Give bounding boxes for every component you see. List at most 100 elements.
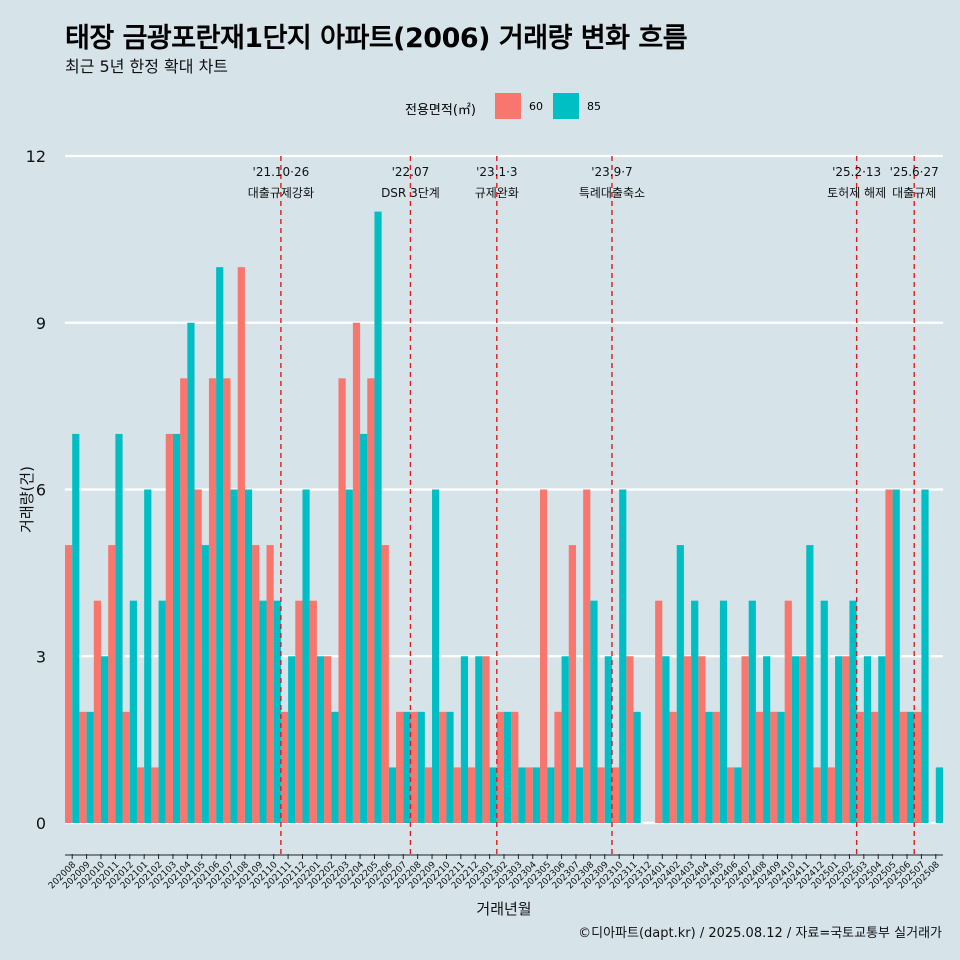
y-tick-label-12: 12	[26, 147, 46, 166]
event-label-0: 대출규제강화	[248, 186, 314, 200]
bar-60-202111	[280, 711, 289, 823]
event-label-3: 특례대출축소	[579, 186, 645, 200]
bar-85-202307	[575, 767, 584, 823]
event-date-1: '22.07	[392, 165, 430, 179]
bar-85-202404	[705, 711, 713, 823]
bar-85-202211	[460, 656, 469, 823]
bar-85-202406	[734, 767, 742, 823]
event-label-1: DSR 3단계	[381, 186, 440, 200]
y-tick-label-9: 9	[36, 314, 46, 333]
bar-85-202209	[432, 489, 440, 823]
bar-85-202110	[273, 600, 281, 823]
legend-title: 전용면적(㎡)	[405, 103, 476, 118]
bar-60-202310	[611, 767, 620, 823]
bar-60-202206	[381, 545, 389, 823]
bar-60-202302	[496, 711, 504, 823]
bar-60-202403	[683, 656, 692, 823]
bar-60-202104	[180, 378, 188, 823]
bar-85-202410	[791, 656, 800, 823]
bar-60-202208	[410, 711, 418, 823]
legend-swatch-60	[495, 93, 521, 119]
bar-85-202412	[820, 600, 828, 823]
bar-85-202409	[777, 711, 785, 823]
bar-85-202102	[158, 600, 166, 823]
bar-85-202112	[302, 489, 310, 823]
bar-60-202110	[266, 545, 274, 823]
bar-60-202011	[108, 545, 116, 823]
bar-85-202207	[403, 711, 411, 823]
legend-label-60: 60	[529, 100, 543, 113]
event-label-2: 규제완화	[475, 186, 519, 200]
bar-60-202205	[367, 378, 375, 823]
source-caption: ©디아파트(dapt.kr) / 2025.08.12 / 자료=국토교통부 실…	[578, 926, 942, 941]
event-date-3: '23.9·7	[591, 165, 632, 179]
bar-60-202207	[396, 711, 404, 823]
bar-85-202101	[144, 489, 152, 823]
bar-85-202206	[388, 767, 397, 823]
x-axis-title: 거래년월	[476, 900, 531, 918]
bar-85-202405	[719, 600, 728, 823]
bar-60-202501	[827, 767, 836, 823]
bar-60-202402	[669, 711, 677, 823]
bar-85-202303	[518, 767, 526, 823]
bar-85-202411	[806, 545, 814, 823]
bar-85-202108	[244, 489, 253, 823]
bar-60-202507	[914, 711, 922, 823]
event-label-5: 대출규제	[892, 186, 936, 200]
bar-85-202111	[288, 656, 296, 823]
legend-swatch-85	[553, 93, 579, 119]
bar-60-202503	[856, 711, 864, 823]
bar-85-202305	[547, 767, 555, 823]
bar-85-202402	[676, 545, 684, 823]
bar-60-202410	[784, 600, 792, 823]
bar-85-202201	[316, 656, 325, 823]
bar-85-202012	[129, 600, 137, 823]
bar-85-202103	[172, 433, 181, 823]
bar-60-202103	[165, 433, 173, 823]
y-tick-label-3: 3	[36, 647, 46, 666]
bar-85-202308	[590, 600, 598, 823]
event-date-5: '25.6·27	[890, 165, 939, 179]
bar-60-202502	[842, 656, 850, 823]
bar-60-202401	[655, 600, 663, 823]
bar-85-202508	[935, 767, 943, 823]
bar-85-202008	[72, 433, 80, 823]
bar-60-202504	[871, 711, 879, 823]
bar-85-202204	[360, 433, 368, 823]
bar-60-202406	[727, 767, 735, 823]
event-date-2: '23.1·3	[476, 165, 517, 179]
bar-60-202108	[237, 267, 245, 824]
bar-60-202102	[151, 767, 159, 823]
bar-60-202010	[93, 600, 101, 823]
bar-60-202101	[136, 767, 145, 823]
bar-60-202210	[439, 711, 447, 823]
bar-85-202301	[489, 767, 497, 823]
bar-85-202106	[216, 267, 224, 824]
bar-85-202107	[230, 489, 238, 823]
bar-60-202308	[583, 489, 591, 823]
bar-85-202011	[115, 433, 123, 823]
bar-60-202306	[554, 711, 562, 823]
legend: 전용면적(㎡) 60 85	[0, 93, 960, 121]
bar-60-202405	[712, 711, 720, 823]
bar-60-202106	[208, 378, 217, 823]
bar-85-202310	[619, 489, 627, 823]
bar-60-202009	[79, 711, 87, 823]
bar-85-202212	[475, 656, 483, 823]
bar-60-202203	[338, 378, 346, 823]
bar-60-202409	[770, 711, 778, 823]
bar-60-202301	[482, 656, 490, 823]
bar-60-202305	[539, 489, 548, 823]
bar-60-202307	[568, 545, 576, 823]
bar-60-202407	[741, 656, 749, 823]
bar-85-202501	[835, 656, 843, 823]
bar-60-202201	[309, 600, 317, 823]
bar-60-202204	[352, 322, 361, 823]
bar-60-202404	[698, 656, 706, 823]
bar-60-202506	[899, 711, 908, 823]
bar-85-202302	[504, 711, 512, 823]
event-date-0: '21.10·26	[253, 165, 310, 179]
bar-60-202304	[525, 767, 533, 823]
y-axis-title: 거래량(건)	[18, 466, 36, 533]
